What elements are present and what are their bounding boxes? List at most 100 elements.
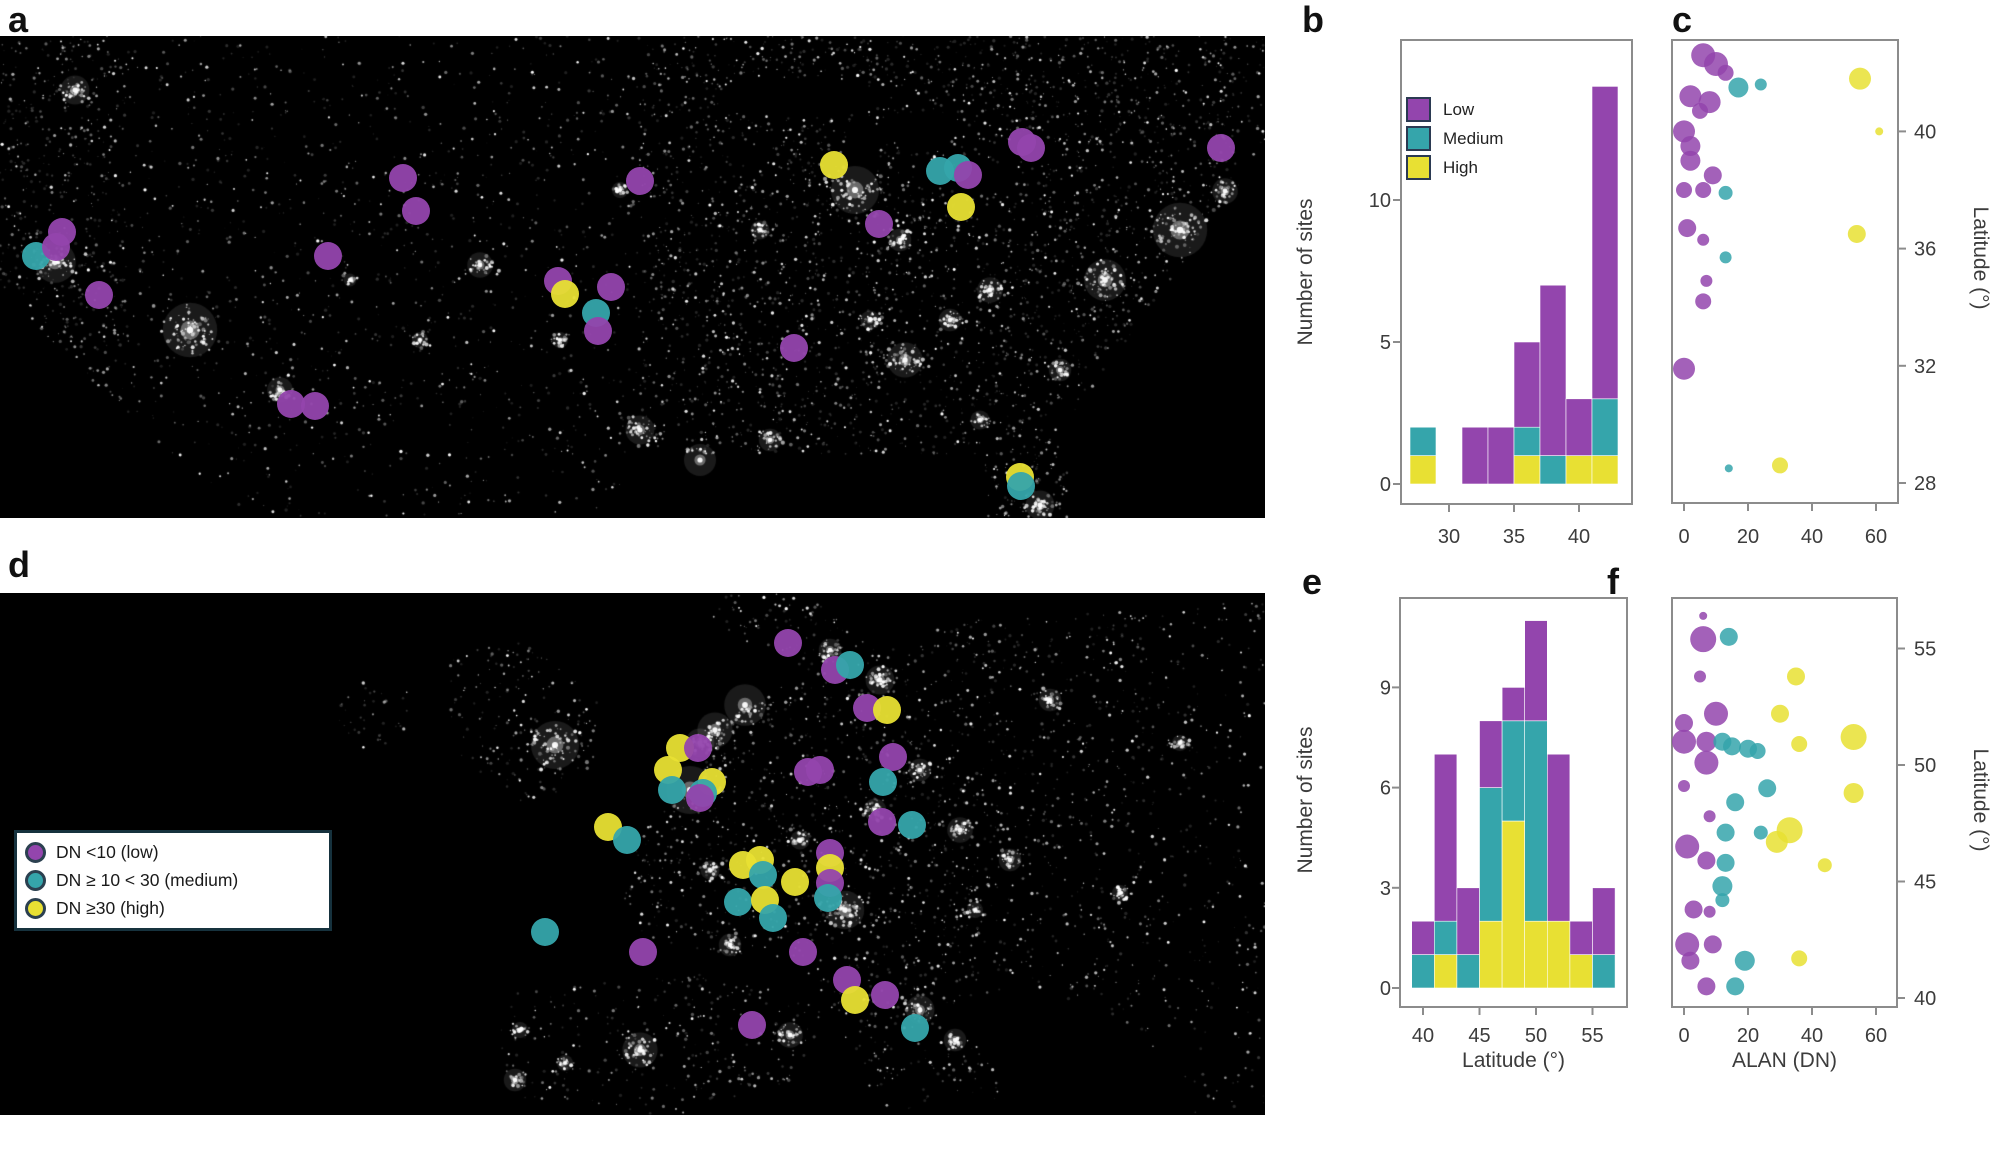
scatter-point-low [1679, 85, 1702, 108]
bar-segment-low [1434, 753, 1458, 922]
scatter-point-low [1675, 834, 1700, 859]
site-dot-medium [724, 888, 752, 916]
x-tick-label: 50 [1525, 1025, 1547, 1047]
histogram-b [1409, 86, 1619, 485]
x-tick-label: 40 [1801, 526, 1823, 548]
site-dot-medium [869, 768, 897, 796]
scatter-point-medium [1753, 825, 1768, 840]
site-dot-medium [898, 811, 926, 839]
bar-segment-low [1547, 753, 1571, 922]
scatter-point-low [1703, 810, 1716, 823]
bar-segment-high [1434, 954, 1458, 989]
y-tick-label: 50 [1914, 755, 1936, 777]
site-dot-low [626, 167, 654, 195]
site-dot-low [629, 938, 657, 966]
scatter-point-low [1695, 182, 1712, 198]
scatter-point-medium [1712, 876, 1733, 897]
scatter-point-low [1697, 977, 1716, 996]
scatter-point-low [1703, 166, 1722, 185]
scatter-point-low [1695, 293, 1712, 310]
panel-label-e: e [1302, 561, 1323, 602]
hist-legend-row-medium: Medium [1406, 125, 1503, 152]
high-legend-bullet-icon [25, 897, 46, 919]
map-legend-row-high: DN ≥30 (high) [25, 897, 321, 919]
bar-segment-low [1513, 341, 1541, 428]
panel-label-b: b [1302, 0, 1324, 40]
x-tick-label: 20 [1737, 1025, 1759, 1047]
y-tick-label: 55 [1914, 639, 1936, 661]
scatter-point-low [1703, 905, 1716, 918]
bar-segment-high [1565, 455, 1593, 485]
scatter-point-medium [1734, 950, 1755, 971]
y-tick-label: 6 [1380, 778, 1391, 800]
scatter-point-low [1692, 102, 1708, 119]
site-dot-high [820, 151, 848, 179]
x-tick-label: 0 [1678, 1025, 1689, 1047]
bar-segment-high [1513, 455, 1541, 485]
hist-legend-label-low: Low [1443, 99, 1475, 119]
hist-legend-label-high: High [1443, 157, 1478, 177]
scatter-point-low [1675, 714, 1693, 733]
scatter-point-low [1675, 932, 1700, 957]
map-legend: DN <10 (low) DN ≥ 10 < 30 (medium) DN ≥3… [14, 830, 332, 931]
scatter-point-medium [1728, 77, 1749, 98]
bar-segment-medium [1539, 455, 1567, 485]
map-legend-row-medium: DN ≥ 10 < 30 (medium) [25, 869, 321, 891]
medium-legend-bullet-icon [25, 869, 46, 891]
histogram-e [1411, 620, 1616, 989]
scatter-point-low [1704, 701, 1728, 726]
y-axis-title-c: Latitude (°) [1969, 207, 1992, 310]
scatter-c [1673, 43, 1884, 474]
bar-segment-medium [1409, 426, 1437, 456]
scatter-point-medium [1724, 464, 1733, 473]
site-dot-low [780, 334, 808, 362]
usa-night-lights-map [0, 36, 1265, 518]
bar-segment-high [1479, 920, 1503, 989]
x-tick-label: 30 [1438, 526, 1460, 548]
y-tick-label: 10 [1369, 190, 1391, 212]
scatter-point-low [1703, 935, 1722, 954]
map-legend-label-high: DN ≥30 (high) [56, 897, 165, 918]
scatter-point-medium [1715, 893, 1730, 908]
scatter-point-low [1672, 729, 1696, 754]
scatter-point-medium [1719, 251, 1732, 264]
scatter-point-high [1791, 736, 1808, 753]
bar-segment-high [1501, 820, 1525, 989]
site-dot-medium [531, 918, 559, 946]
bar-segment-low [1487, 426, 1515, 485]
hist-legend-label-medium: Medium [1443, 128, 1504, 148]
scatter-point-medium [1749, 743, 1766, 760]
bar-segment-medium [1434, 920, 1458, 955]
hist-legend-row-low: Low [1406, 96, 1503, 123]
panel-label-c: c [1672, 0, 1693, 40]
scatter-point-low [1673, 357, 1695, 380]
bar-segment-low [1592, 887, 1616, 955]
plot-box-b [1400, 39, 1633, 505]
scatter-point-high [1875, 127, 1884, 136]
scatter-point-medium [1754, 78, 1767, 91]
scatter-point-low [1676, 182, 1692, 198]
bar-segment-low [1591, 86, 1619, 400]
scatter-point-high [1849, 67, 1871, 90]
site-dot-low [314, 242, 342, 270]
bar-segment-low [1479, 720, 1503, 788]
site-dot-medium [1007, 472, 1035, 500]
medium-swatch-icon [1406, 126, 1431, 151]
x-tick-label: 20 [1737, 526, 1759, 548]
y-tick-label: 5 [1380, 332, 1391, 354]
panel-label-f: f [1607, 561, 1619, 602]
site-dot-low [871, 981, 899, 1009]
scatter-point-low [1680, 136, 1701, 157]
bar-segment-medium [1479, 787, 1503, 922]
scatter-point-medium [1716, 823, 1735, 842]
x-tick-label: 0 [1678, 526, 1689, 548]
bar-segment-low [1569, 920, 1593, 955]
bar-segment-low [1539, 284, 1567, 456]
site-dot-low [879, 743, 907, 771]
y-axis-title-b: Number of sites [1294, 198, 1317, 345]
scatter-point-low [1678, 779, 1690, 792]
site-dot-low [789, 938, 817, 966]
y-tick-label: 32 [1914, 356, 1936, 378]
hist-legend-row-high: High [1406, 154, 1503, 181]
